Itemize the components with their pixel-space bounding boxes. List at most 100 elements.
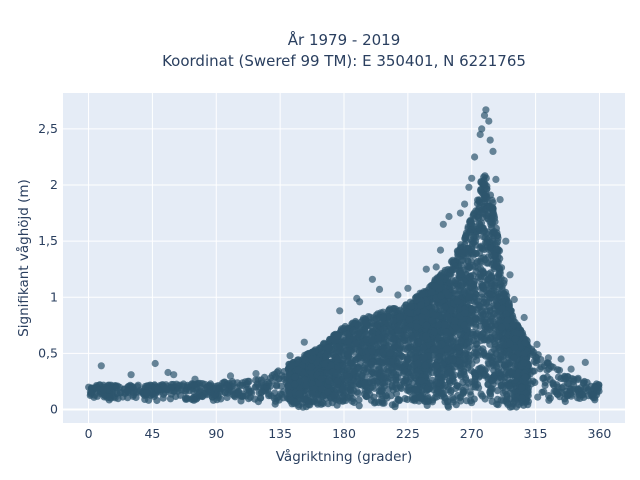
scatter-point [465, 262, 473, 270]
scatter-point [343, 372, 351, 380]
scatter-point [458, 249, 466, 257]
scatter-point [217, 395, 225, 403]
scatter-point [151, 359, 159, 368]
scatter-point [461, 309, 469, 317]
scatter-point [367, 361, 376, 369]
scatter-point [489, 311, 498, 319]
scatter-point [237, 397, 245, 405]
scatter-point [318, 399, 326, 407]
scatter-point [545, 365, 553, 373]
x-tick-label: 0 [85, 426, 93, 441]
scatter-point [581, 358, 589, 366]
scatter-point [355, 396, 363, 404]
scatter-point [389, 335, 397, 343]
scatter-point [422, 332, 430, 340]
scatter-point [492, 175, 500, 183]
scatter-point [320, 360, 329, 368]
scatter-point [355, 365, 363, 373]
scatter-point [392, 390, 401, 398]
scatter-point [417, 301, 425, 309]
scatter-point [471, 153, 479, 161]
scatter-point [477, 390, 485, 398]
scatter-point [441, 303, 449, 311]
scatter-point [252, 383, 260, 391]
scatter-point [521, 373, 529, 381]
scatter-point [181, 387, 189, 395]
scatter-point [449, 256, 457, 264]
scatter-point [389, 369, 397, 377]
scatter-point [417, 377, 426, 385]
scatter-point [485, 298, 493, 306]
scatter-point [486, 390, 495, 398]
scatter-point [449, 334, 457, 342]
scatter-point [553, 390, 562, 398]
scatter-point [423, 321, 431, 329]
scatter-point [481, 195, 490, 203]
scatter-point [481, 180, 489, 188]
scatter-point [534, 393, 542, 401]
scatter-point [449, 266, 457, 274]
scatter-point [491, 281, 499, 289]
scatter-point [498, 323, 506, 331]
scatter-point [368, 383, 377, 391]
x-tick-label: 270 [460, 426, 484, 441]
scatter-point [190, 396, 198, 404]
scatter-point [468, 174, 476, 182]
scatter-point [338, 385, 346, 393]
scatter-point [465, 183, 473, 191]
scatter-point [468, 219, 476, 227]
scatter-point [474, 297, 482, 305]
scatter-point [480, 228, 488, 236]
scatter-point [377, 387, 385, 395]
scatter-point [332, 369, 340, 378]
scatter-point [431, 282, 439, 290]
scatter-point [336, 307, 344, 315]
scatter-point [488, 377, 496, 385]
scatter-point [530, 348, 538, 356]
scatter-point [456, 331, 465, 339]
scatter-point [349, 327, 358, 335]
scatter-point [379, 313, 387, 321]
scatter-point [591, 384, 600, 392]
scatter-point [453, 382, 461, 390]
scatter-point [226, 372, 235, 380]
scatter-point [327, 361, 335, 369]
scatter-point [445, 212, 453, 221]
scatter-point [456, 209, 464, 217]
scatter-point [472, 315, 480, 323]
scatter-point [457, 270, 465, 278]
scatter-point [507, 368, 515, 376]
scatter-point [414, 359, 422, 367]
y-tick-label: 0,5 [38, 345, 58, 360]
scatter-point [453, 297, 462, 305]
scatter-point [162, 384, 170, 393]
scatter-point [446, 279, 454, 287]
scatter-point [286, 397, 295, 405]
scatter-point [533, 340, 541, 348]
scatter-point [404, 355, 412, 364]
scatter-point [124, 394, 132, 402]
scatter-point [381, 330, 390, 338]
scatter-point [396, 313, 404, 321]
scatter-point [370, 399, 379, 407]
scatter-point [395, 355, 403, 363]
scatter-point [374, 372, 382, 380]
scatter-point [461, 355, 470, 364]
scatter-point [353, 388, 361, 396]
scatter-point [505, 300, 513, 308]
scatter-point [251, 395, 259, 403]
chart-title-line1: År 1979 - 2019 [288, 30, 401, 49]
scatter-point [236, 381, 244, 389]
scatter-point [349, 319, 357, 327]
scatter-point [274, 393, 282, 401]
scatter-point [143, 389, 151, 397]
scatter-point [479, 268, 487, 276]
scatter-point [132, 393, 140, 402]
scatter-point [480, 348, 488, 357]
scatter-point [427, 379, 435, 387]
scatter-point [257, 376, 265, 384]
x-tick-label: 360 [588, 426, 612, 441]
scatter-point [344, 330, 352, 338]
scatter-point [308, 348, 316, 356]
scatter-point [305, 400, 313, 409]
